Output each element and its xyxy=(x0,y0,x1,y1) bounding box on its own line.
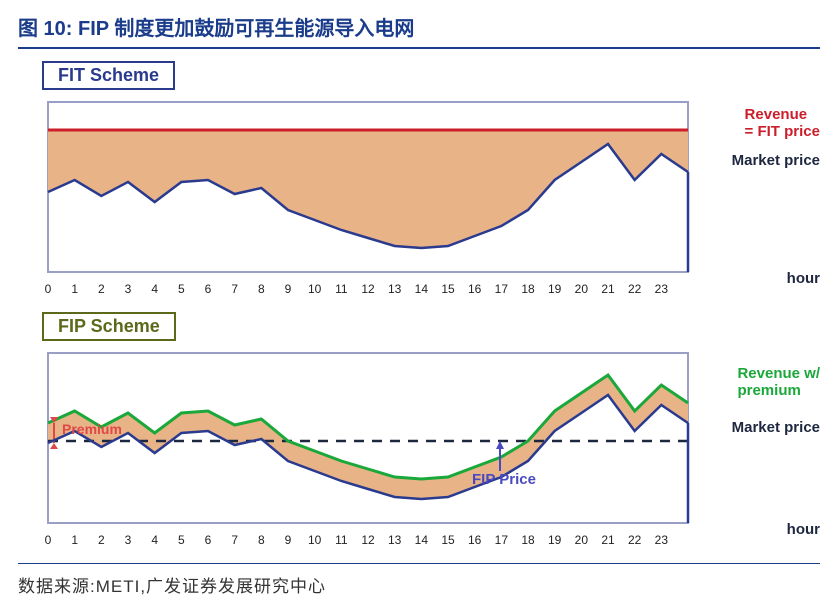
x-tick: 15 xyxy=(441,282,454,296)
x-tick: 22 xyxy=(628,282,641,296)
chart-plot-fit: 01234567891011121314151617181920212223Re… xyxy=(18,88,818,298)
premium-label: Premium xyxy=(62,421,122,437)
x-tick: 19 xyxy=(548,533,561,547)
x-tick: 8 xyxy=(258,282,265,296)
x-tick: 13 xyxy=(388,282,401,296)
x-tick: 0 xyxy=(45,282,52,296)
fip-price-label: FIP Price xyxy=(472,471,536,488)
scheme-label-fit: FIT Scheme xyxy=(42,61,175,90)
chart-right-label: Revenue = FIT price xyxy=(745,106,820,141)
x-tick: 6 xyxy=(205,533,212,547)
x-tick: 5 xyxy=(178,533,185,547)
chart-svg xyxy=(18,339,694,539)
x-tick: 22 xyxy=(628,533,641,547)
x-tick: 17 xyxy=(495,282,508,296)
x-tick: 23 xyxy=(655,282,668,296)
figure-title: 图 10: FIP 制度更加鼓励可再生能源导入电网 xyxy=(18,8,820,49)
x-tick: 12 xyxy=(361,282,374,296)
x-tick: 9 xyxy=(285,533,292,547)
x-tick: 10 xyxy=(308,282,321,296)
x-tick: 6 xyxy=(205,282,212,296)
x-tick: 20 xyxy=(575,533,588,547)
x-tick: 1 xyxy=(71,533,78,547)
x-tick: 14 xyxy=(415,533,428,547)
x-tick: 2 xyxy=(98,282,105,296)
chart-right-label: Revenue w/ premium xyxy=(737,365,820,400)
x-tick: 7 xyxy=(231,282,238,296)
source-text: 数据来源:METI,广发证券发展研究中心 xyxy=(18,563,820,597)
chart-right-label: hour xyxy=(787,521,820,538)
chart-fit: FIT Scheme 01234567891011121314151617181… xyxy=(18,61,818,298)
x-tick: 13 xyxy=(388,533,401,547)
x-tick: 12 xyxy=(361,533,374,547)
scheme-label-fip: FIP Scheme xyxy=(42,312,176,341)
x-tick: 1 xyxy=(71,282,78,296)
x-tick: 3 xyxy=(125,533,132,547)
chart-right-label: Market price xyxy=(732,419,820,436)
x-tick: 8 xyxy=(258,533,265,547)
x-tick: 16 xyxy=(468,533,481,547)
x-tick: 5 xyxy=(178,282,185,296)
charts-container: FIT Scheme 01234567891011121314151617181… xyxy=(18,61,818,549)
x-tick: 23 xyxy=(655,533,668,547)
x-tick: 14 xyxy=(415,282,428,296)
x-tick: 10 xyxy=(308,533,321,547)
x-tick: 16 xyxy=(468,282,481,296)
x-tick: 3 xyxy=(125,282,132,296)
x-tick: 7 xyxy=(231,533,238,547)
x-tick: 18 xyxy=(521,533,534,547)
chart-fip: FIP Scheme 01234567891011121314151617181… xyxy=(18,312,818,549)
x-tick: 21 xyxy=(601,282,614,296)
chart-right-label: Market price xyxy=(732,152,820,169)
x-tick: 0 xyxy=(45,533,52,547)
x-tick: 18 xyxy=(521,282,534,296)
x-tick: 11 xyxy=(335,282,347,296)
x-tick: 4 xyxy=(151,282,158,296)
x-tick: 17 xyxy=(495,533,508,547)
chart-right-label: hour xyxy=(787,270,820,287)
x-tick: 11 xyxy=(335,533,347,547)
x-tick: 19 xyxy=(548,282,561,296)
chart-plot-fip: 01234567891011121314151617181920212223Re… xyxy=(18,339,818,549)
x-tick: 15 xyxy=(441,533,454,547)
x-tick: 20 xyxy=(575,282,588,296)
x-tick: 4 xyxy=(151,533,158,547)
chart-svg xyxy=(18,88,694,288)
x-tick: 2 xyxy=(98,533,105,547)
x-tick: 21 xyxy=(601,533,614,547)
x-tick: 9 xyxy=(285,282,292,296)
